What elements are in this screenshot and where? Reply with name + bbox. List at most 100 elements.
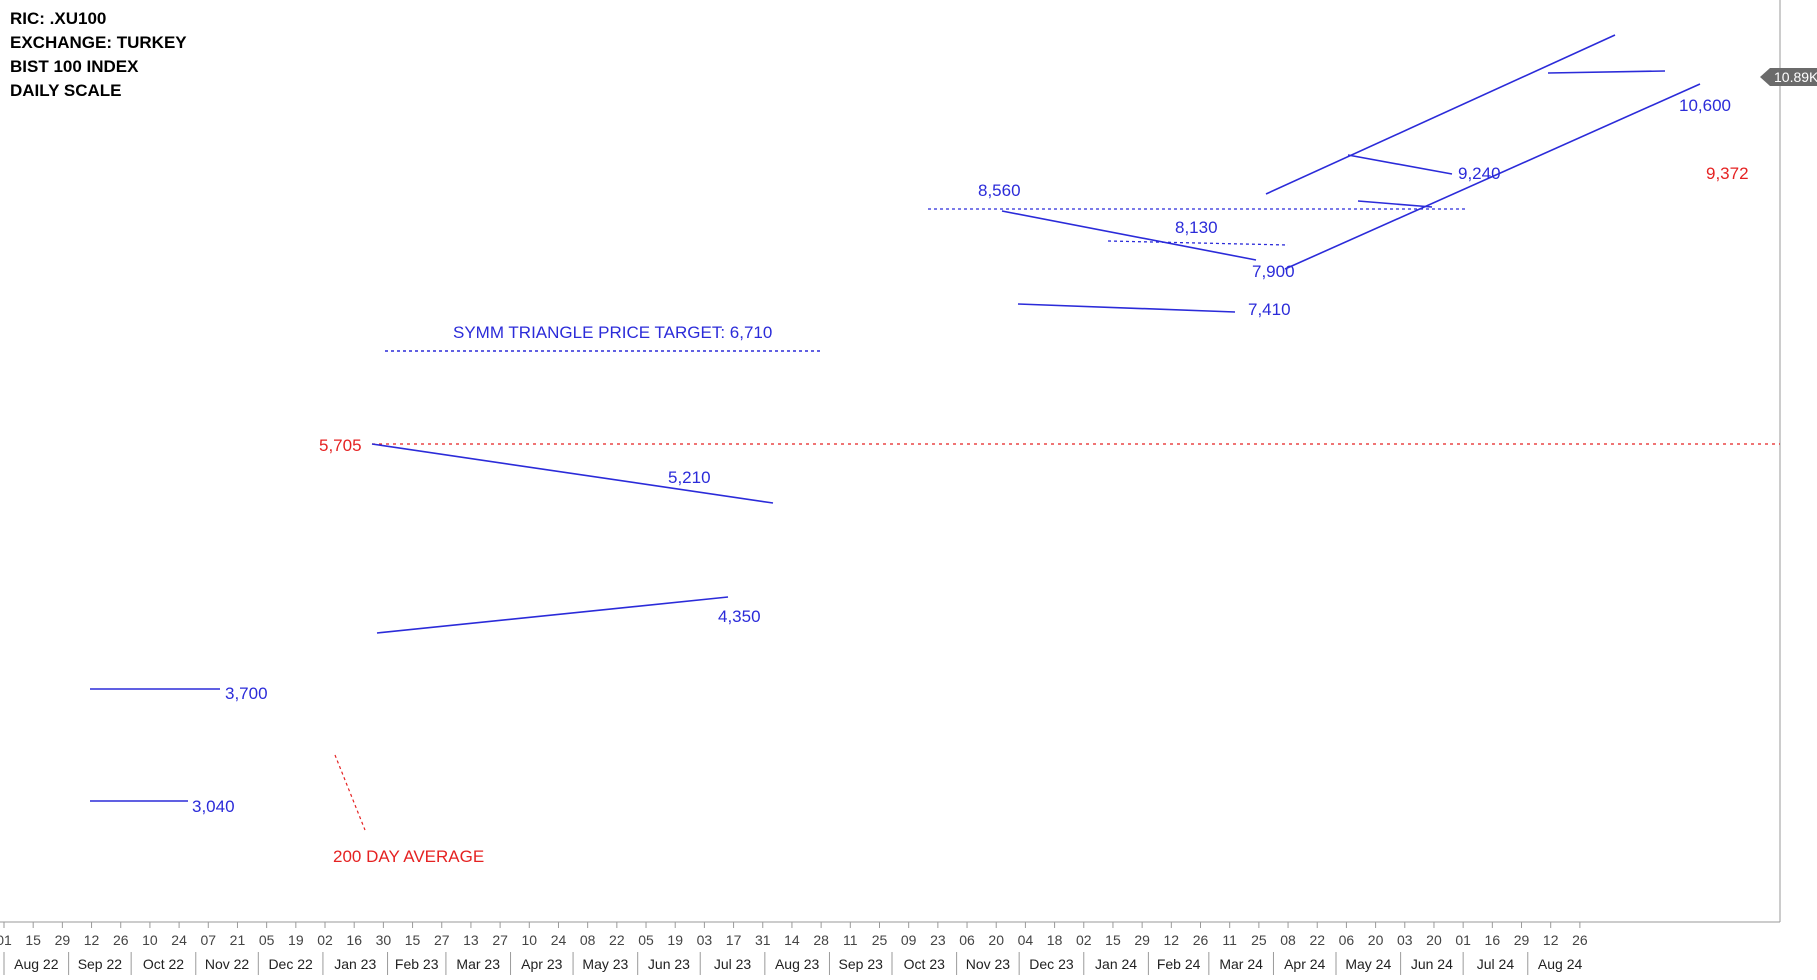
x-tick-label: 11 xyxy=(843,932,858,948)
x-month-label: Apr 24 xyxy=(1284,956,1325,972)
label-9372: 9,372 xyxy=(1706,164,1749,183)
x-tick-label: 07 xyxy=(200,932,216,948)
label-4350: 4,350 xyxy=(718,607,761,626)
label-3040: 3,040 xyxy=(192,797,235,816)
trendline-flag-lower xyxy=(1357,200,1433,208)
x-tick-label: 09 xyxy=(901,932,917,948)
x-tick-label: 03 xyxy=(697,932,713,948)
trendline-triangle-lower xyxy=(376,596,729,634)
x-tick-label: 20 xyxy=(988,932,1004,948)
level-8130-line xyxy=(1107,240,1289,246)
x-month-label: Jan 23 xyxy=(334,956,376,972)
x-tick-label: 30 xyxy=(376,932,392,948)
trendline-upper-8560 xyxy=(1001,210,1257,261)
x-tick-label: 26 xyxy=(1193,932,1209,948)
label-5705: 5,705 xyxy=(319,436,362,455)
label-9240: 9,240 xyxy=(1458,164,1501,183)
header-name: BIST 100 INDEX xyxy=(10,57,139,76)
avg-label: 200 DAY AVERAGE xyxy=(333,847,484,866)
x-tick-label: 06 xyxy=(959,932,975,948)
header-scale: DAILY SCALE xyxy=(10,81,121,100)
x-tick-label: 27 xyxy=(434,932,450,948)
x-tick-label: 18 xyxy=(1047,932,1063,948)
x-month-label: Jul 24 xyxy=(1477,956,1515,972)
x-tick-label: 22 xyxy=(609,932,625,948)
label-10600: 10,600 xyxy=(1679,96,1731,115)
x-tick-label: 01 xyxy=(0,932,12,948)
x-tick-label: 22 xyxy=(1309,932,1325,948)
x-tick-label: 13 xyxy=(463,932,479,948)
x-month-label: Sep 23 xyxy=(839,956,884,972)
x-month-label: Aug 22 xyxy=(14,956,59,972)
x-tick-label: 17 xyxy=(726,932,742,948)
x-month-label: Dec 22 xyxy=(268,956,313,972)
x-month-label: Oct 23 xyxy=(904,956,945,972)
header-exchange: EXCHANGE: TURKEY xyxy=(10,33,187,52)
x-month-label: Aug 23 xyxy=(775,956,820,972)
x-month-label: Feb 23 xyxy=(395,956,439,972)
x-tick-label: 15 xyxy=(1105,932,1121,948)
x-tick-label: 12 xyxy=(84,932,100,948)
x-month-label: Mar 23 xyxy=(456,956,500,972)
x-tick-label: 05 xyxy=(638,932,654,948)
x-tick-label: 20 xyxy=(1368,932,1384,948)
label-3700: 3,700 xyxy=(225,684,268,703)
x-month-label: Apr 23 xyxy=(521,956,562,972)
x-tick-label: 26 xyxy=(1572,932,1588,948)
x-tick-label: 03 xyxy=(1397,932,1413,948)
label-7900: 7,900 xyxy=(1252,262,1295,281)
symm-target-label: SYMM TRIANGLE PRICE TARGET: 6,710 xyxy=(453,323,772,342)
x-axis-ticks: 01 15 29 12 26 10 24 07 21 05 19 02 16 30 15 27 13 27 10 24… xyxy=(0,922,1588,975)
x-tick-label: 02 xyxy=(317,932,333,948)
x-month-label: Jan 24 xyxy=(1095,956,1137,972)
x-tick-label: 12 xyxy=(1543,932,1559,948)
trendline-channel-upper xyxy=(1265,34,1616,195)
x-tick-label: 31 xyxy=(755,932,771,948)
x-tick-label: 24 xyxy=(171,932,187,948)
x-month-label: May 23 xyxy=(582,956,628,972)
x-tick-label: 06 xyxy=(1339,932,1355,948)
trendlines xyxy=(90,34,1701,802)
x-tick-label: 29 xyxy=(1134,932,1150,948)
x-tick-label: 23 xyxy=(930,932,946,948)
x-tick-label: 29 xyxy=(55,932,71,948)
label-7410: 7,410 xyxy=(1248,300,1291,319)
x-tick-label: 25 xyxy=(872,932,888,948)
x-tick-label: 25 xyxy=(1251,932,1267,948)
x-tick-label: 14 xyxy=(784,932,800,948)
x-tick-label: 24 xyxy=(551,932,567,948)
x-month-label: Feb 24 xyxy=(1157,956,1201,972)
x-tick-label: 27 xyxy=(492,932,508,948)
x-tick-label: 08 xyxy=(580,932,596,948)
x-month-label: Nov 22 xyxy=(205,956,250,972)
trendline-flag-upper xyxy=(1347,154,1453,175)
x-month-label: Jun 23 xyxy=(648,956,690,972)
x-tick-label: 21 xyxy=(230,932,246,948)
x-month-label: Sep 22 xyxy=(78,956,123,972)
x-tick-label: 19 xyxy=(667,932,683,948)
x-tick-label: 12 xyxy=(1164,932,1180,948)
x-tick-label: 04 xyxy=(1018,932,1034,948)
x-tick-label: 05 xyxy=(259,932,275,948)
x-tick-label: 29 xyxy=(1514,932,1530,948)
last-price-marker: 10.89K xyxy=(1760,68,1817,86)
x-tick-label: 11 xyxy=(1222,932,1237,948)
x-tick-label: 10 xyxy=(142,932,158,948)
x-tick-label: 15 xyxy=(25,932,41,948)
x-tick-label: 16 xyxy=(1485,932,1501,948)
x-tick-label: 10 xyxy=(522,932,538,948)
trendline-channel-lower xyxy=(1284,83,1701,270)
last-price-label: 10.89K xyxy=(1774,69,1817,85)
x-month-label: Aug 24 xyxy=(1538,956,1583,972)
x-month-label: Jul 23 xyxy=(714,956,752,972)
header-ric: RIC: .XU100 xyxy=(10,9,106,28)
x-month-label: May 24 xyxy=(1345,956,1391,972)
x-tick-label: 01 xyxy=(1455,932,1471,948)
x-month-label: Mar 24 xyxy=(1219,956,1263,972)
x-tick-label: 28 xyxy=(813,932,829,948)
x-tick-label: 15 xyxy=(405,932,421,948)
x-month-label: Oct 22 xyxy=(143,956,184,972)
x-tick-label: 16 xyxy=(346,932,362,948)
